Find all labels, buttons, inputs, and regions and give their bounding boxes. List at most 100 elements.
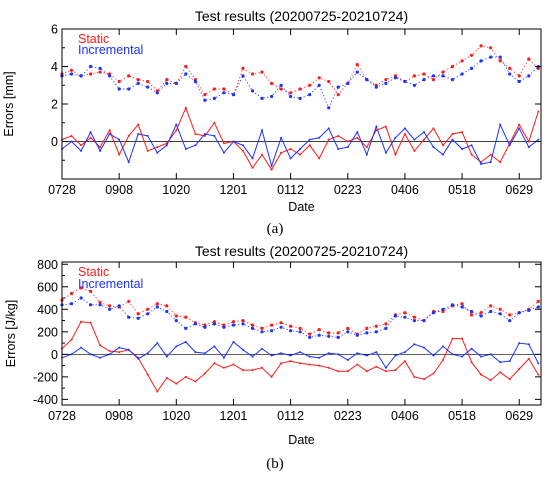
data-point bbox=[375, 365, 378, 368]
data-point bbox=[203, 134, 206, 137]
data-point bbox=[527, 146, 530, 149]
data-point bbox=[460, 305, 464, 309]
data-point bbox=[89, 64, 93, 69]
chart-title: Test results (20200725-20210724) bbox=[195, 243, 408, 259]
data-point bbox=[327, 127, 330, 130]
data-point bbox=[508, 360, 511, 363]
data-point bbox=[280, 136, 283, 139]
data-point bbox=[317, 76, 321, 80]
chart-panel-a: Test results (20200725-20210724) 0 2 4 6 0728… bbox=[2, 8, 542, 214]
data-point bbox=[250, 326, 255, 330]
data-point bbox=[536, 305, 540, 309]
legend-entry-static: Static bbox=[78, 265, 109, 279]
data-point bbox=[270, 375, 273, 378]
data-point bbox=[79, 296, 83, 300]
data-point bbox=[412, 315, 416, 319]
data-point bbox=[241, 66, 245, 70]
data-point bbox=[441, 307, 445, 311]
data-point bbox=[537, 138, 540, 141]
data-point bbox=[242, 149, 244, 152]
data-point bbox=[479, 311, 483, 315]
data-point bbox=[442, 153, 444, 156]
data-point bbox=[251, 157, 254, 160]
data-point bbox=[289, 354, 292, 357]
data-point bbox=[241, 74, 245, 78]
y-tick-label: 400 bbox=[37, 303, 58, 317]
data-point bbox=[155, 302, 159, 306]
data-point bbox=[365, 78, 369, 82]
data-point bbox=[356, 136, 359, 139]
data-point bbox=[412, 83, 416, 87]
data-point bbox=[184, 315, 188, 319]
data-point bbox=[98, 300, 102, 305]
data-point bbox=[136, 316, 140, 320]
data-point bbox=[89, 289, 93, 293]
data-point bbox=[470, 144, 473, 147]
data-point bbox=[527, 357, 530, 360]
data-point bbox=[517, 311, 521, 315]
data-point bbox=[318, 157, 321, 160]
data-point bbox=[250, 323, 255, 327]
data-point bbox=[69, 72, 74, 76]
data-point bbox=[156, 146, 159, 149]
data-point bbox=[165, 309, 169, 314]
plot-frame bbox=[61, 261, 542, 406]
data-point bbox=[174, 314, 178, 318]
data-point bbox=[442, 144, 444, 147]
data-point bbox=[365, 331, 369, 335]
data-point bbox=[260, 326, 264, 330]
data-point bbox=[432, 354, 435, 357]
data-point bbox=[222, 356, 225, 359]
data-point bbox=[537, 110, 540, 113]
data-point bbox=[308, 335, 312, 339]
data-point bbox=[118, 153, 121, 156]
data-point bbox=[470, 153, 473, 156]
data-point bbox=[355, 63, 359, 67]
data-point bbox=[460, 59, 464, 63]
data-point bbox=[327, 366, 330, 369]
x-tick-label: 0629 bbox=[505, 409, 533, 423]
data-point bbox=[403, 351, 406, 354]
data-point bbox=[98, 66, 102, 70]
data-point bbox=[432, 372, 435, 375]
data-point bbox=[489, 309, 493, 314]
series-static-line bbox=[61, 106, 539, 171]
data-point bbox=[403, 127, 406, 130]
data-point bbox=[175, 345, 178, 348]
data-point bbox=[442, 359, 444, 361]
data-point bbox=[118, 351, 121, 354]
data-point bbox=[127, 134, 130, 137]
data-point bbox=[118, 346, 121, 349]
data-point bbox=[441, 74, 445, 78]
x-tick-label: 0406 bbox=[391, 409, 419, 423]
data-point bbox=[412, 74, 416, 78]
data-point bbox=[231, 93, 236, 97]
data-point bbox=[289, 360, 292, 363]
data-point bbox=[423, 346, 425, 349]
data-point bbox=[298, 87, 302, 91]
data-point bbox=[317, 328, 321, 332]
data-point bbox=[327, 352, 330, 355]
data-point bbox=[384, 370, 387, 373]
data-point bbox=[146, 307, 150, 311]
data-point bbox=[137, 357, 140, 360]
data-point bbox=[374, 85, 378, 89]
panel-label-a: (a) bbox=[267, 221, 284, 237]
data-point bbox=[174, 81, 178, 85]
data-point bbox=[69, 302, 74, 306]
data-point bbox=[527, 140, 530, 143]
data-point bbox=[536, 299, 540, 303]
data-point bbox=[194, 351, 197, 354]
data-point bbox=[365, 370, 368, 373]
data-point bbox=[260, 96, 264, 100]
data-point bbox=[499, 123, 502, 126]
data-point bbox=[231, 323, 236, 327]
data-point bbox=[279, 325, 283, 329]
data-point bbox=[165, 81, 169, 85]
data-point bbox=[346, 370, 349, 373]
x-tick-label: 0728 bbox=[48, 183, 76, 197]
data-point bbox=[70, 353, 73, 356]
data-point bbox=[136, 78, 140, 82]
y-tick-label: 6 bbox=[51, 23, 58, 37]
data-point bbox=[346, 359, 349, 361]
